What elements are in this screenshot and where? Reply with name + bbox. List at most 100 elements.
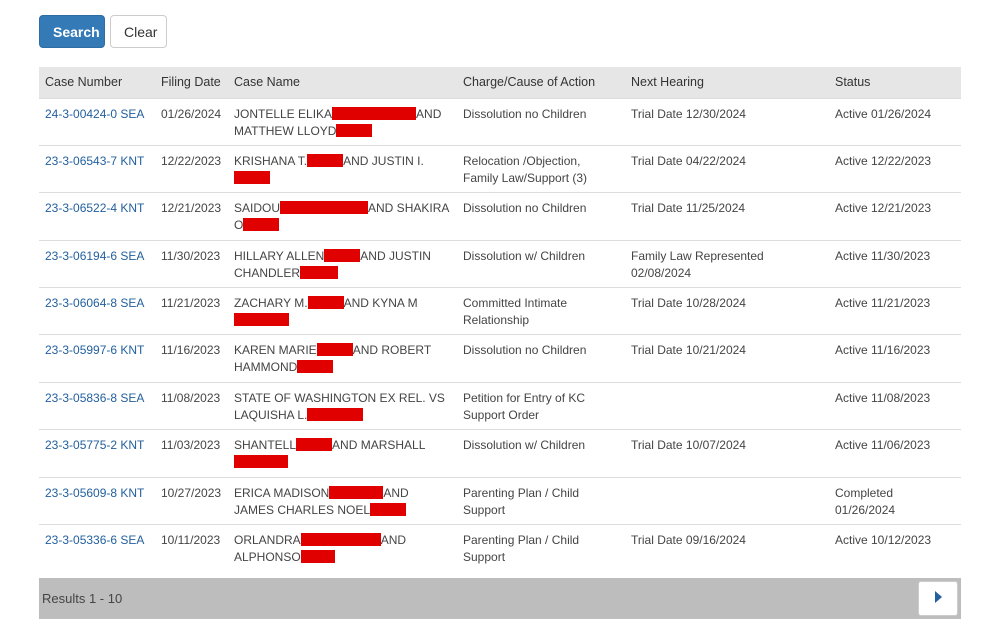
column-header-status[interactable]: Status — [835, 75, 871, 90]
clear-button[interactable]: Clear — [110, 15, 167, 48]
status-cell: Active 11/21/2023 — [829, 287, 961, 335]
case-name-part: STATE OF WASHINGTON EX REL. VS LAQUISHA … — [234, 390, 445, 422]
status-cell: Active 12/22/2023 — [829, 144, 961, 193]
case-number-link[interactable]: 23-3-06064-8 SEA — [45, 296, 145, 311]
case-number-cell: 23-3-06194-6 SEA — [39, 239, 155, 288]
next-hearing-cell — [625, 476, 829, 525]
redaction-mark — [307, 153, 344, 167]
case-name-cell: KRISHANA T. AND JUSTIN I. — [228, 144, 457, 193]
case-number-link[interactable]: 23-3-06522-4 KNT — [45, 201, 145, 216]
case-name-part: ORLANDRA — [234, 533, 301, 548]
status-cell: Active 11/30/2023 — [829, 239, 961, 288]
next-hearing-cell: Trial Date 04/22/2024 — [625, 144, 829, 193]
case-name-part: SHANTELL — [234, 438, 297, 453]
redaction-mark — [307, 296, 344, 310]
case-name-cell: ZACHARY M. AND KYNA M — [228, 287, 457, 335]
column-header-case-name[interactable]: Case Name — [234, 75, 300, 90]
next-hearing-cell: Trial Date 10/21/2024 — [625, 334, 829, 383]
status-cell: Active 11/16/2023 — [829, 334, 961, 383]
table-row: 24-3-00424-0 SEA 01/26/2024 JONTELLE ELIKA… — [39, 97, 961, 146]
case-number-cell: 23-3-06543-7 KNT — [39, 144, 155, 193]
table-row: 23-3-05997-6 KNT 11/16/2023 KAREN MARIE AND… — [39, 334, 961, 383]
filing-date-cell: 12/22/2023 — [155, 144, 228, 193]
redaction-mark — [243, 218, 280, 232]
table-row: 23-3-05336-6 SEA 10/11/2023 ORLANDRA AND AL… — [39, 524, 961, 572]
case-name-cell: STATE OF WASHINGTON EX REL. VS LAQUISHA … — [228, 381, 457, 430]
redaction-mark — [234, 455, 288, 469]
table-row: 23-3-05609-8 KNT 10/27/2023 ERICA MADISON A… — [39, 476, 961, 525]
case-name-part: AND JUSTIN CHANDLER — [234, 248, 431, 280]
status-cell: Completed 01/26/2024 — [829, 476, 961, 525]
pagination-bar: Results 1 - 10 — [39, 578, 961, 619]
next-page-button[interactable] — [918, 581, 958, 616]
charge-cell: Dissolution no Children — [457, 334, 625, 383]
case-number-link[interactable]: 23-3-06543-7 KNT — [45, 153, 145, 168]
case-name-cell: JONTELLE ELIKA AND MATTHEW LLOYD — [228, 97, 457, 146]
column-header-case-number[interactable]: Case Number — [45, 75, 123, 90]
case-number-cell: 23-3-05336-6 SEA — [39, 524, 155, 572]
next-hearing-cell: Trial Date 12/30/2024 — [625, 97, 829, 146]
charge-cell: Relocation /Objection, Family Law/Suppor… — [457, 144, 625, 193]
case-name-part: ZACHARY M. — [234, 296, 308, 311]
case-name-cell: KAREN MARIE AND ROBERT HAMMOND — [228, 334, 457, 383]
redaction-mark — [300, 533, 381, 547]
redaction-mark — [329, 485, 384, 499]
case-number-link[interactable]: 23-3-05997-6 KNT — [45, 343, 145, 358]
case-number-link[interactable]: 23-3-05609-8 KNT — [45, 485, 145, 500]
status-cell: Active 10/12/2023 — [829, 524, 961, 572]
status-cell: Active 01/26/2024 — [829, 97, 961, 146]
case-name-part: AND SHAKIRA O — [234, 201, 449, 233]
case-name-part: HILLARY ALLEN — [234, 248, 325, 263]
case-name-part: KRISHANA T. — [234, 153, 308, 168]
case-number-link[interactable]: 23-3-06194-6 SEA — [45, 248, 145, 263]
redaction-mark — [280, 201, 369, 215]
case-number-cell: 23-3-05775-2 KNT — [39, 429, 155, 478]
case-name-part: AND ALPHONSO — [234, 533, 407, 565]
case-number-cell: 23-3-06064-8 SEA — [39, 287, 155, 335]
column-header-filing-date[interactable]: Filing Date — [161, 75, 221, 90]
search-button[interactable]: Search — [39, 15, 105, 48]
table-row: 23-3-06543-7 KNT 12/22/2023 KRISHANA T. AND… — [39, 144, 961, 193]
redaction-mark — [316, 343, 353, 357]
redaction-mark — [307, 407, 364, 421]
table-row: 23-3-06522-4 KNT 12/21/2023 SAIDOU AND SHAK… — [39, 192, 961, 241]
filing-date-cell: 10/27/2023 — [155, 476, 228, 525]
table-header-row: Case Number Filing Date Case Name Charge… — [39, 67, 961, 98]
case-name-part: AND MATTHEW LLOYD — [234, 106, 442, 138]
case-number-link[interactable]: 24-3-00424-0 SEA — [45, 106, 145, 121]
charge-cell: Dissolution no Children — [457, 97, 625, 146]
redaction-mark — [300, 265, 339, 279]
next-hearing-cell: Trial Date 11/25/2024 — [625, 192, 829, 241]
case-name-part: SAIDOU — [234, 201, 281, 216]
filing-date-cell: 11/16/2023 — [155, 334, 228, 383]
case-name-cell: SHANTELL AND MARSHALL — [228, 429, 457, 478]
charge-cell: Parenting Plan / Child Support — [457, 476, 625, 525]
column-header-next-hearing[interactable]: Next Hearing — [631, 75, 704, 90]
case-number-cell: 24-3-00424-0 SEA — [39, 97, 155, 146]
case-name-cell: ORLANDRA AND ALPHONSO — [228, 524, 457, 572]
redaction-mark — [300, 550, 335, 564]
column-header-charge[interactable]: Charge/Cause of Action — [463, 75, 596, 90]
case-number-link[interactable]: 23-3-05836-8 SEA — [45, 390, 145, 405]
case-number-link[interactable]: 23-3-05336-6 SEA — [45, 533, 145, 548]
filing-date-cell: 11/08/2023 — [155, 381, 228, 430]
status-cell: Active 12/21/2023 — [829, 192, 961, 241]
filing-date-cell: 12/21/2023 — [155, 192, 228, 241]
redaction-mark — [336, 123, 373, 137]
caret-right-icon — [933, 590, 943, 608]
redaction-mark — [296, 438, 333, 452]
next-hearing-cell: Trial Date 10/28/2024 — [625, 287, 829, 335]
case-name-part: ERICA MADISON — [234, 485, 330, 500]
redaction-mark — [332, 106, 417, 120]
case-number-link[interactable]: 23-3-05775-2 KNT — [45, 438, 145, 453]
next-hearing-cell: Family Law Represented 02/08/2024 — [625, 239, 829, 288]
filing-date-cell: 01/26/2024 — [155, 97, 228, 146]
table-row: 23-3-05836-8 SEA 11/08/2023 STATE OF WASHI… — [39, 381, 961, 430]
results-count: Results 1 - 10 — [42, 591, 123, 606]
case-number-cell: 23-3-05997-6 KNT — [39, 334, 155, 383]
redaction-mark — [234, 170, 270, 184]
case-name-part: AND MARSHALL — [332, 438, 426, 453]
case-name-cell: SAIDOU AND SHAKIRA O — [228, 192, 457, 241]
table-row: 23-3-05775-2 KNT 11/03/2023 SHANTELL AND MA… — [39, 429, 961, 478]
charge-cell: Parenting Plan / Child Support — [457, 524, 625, 572]
